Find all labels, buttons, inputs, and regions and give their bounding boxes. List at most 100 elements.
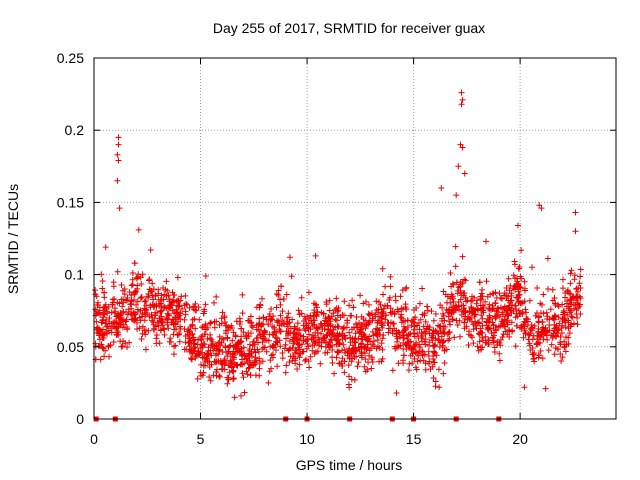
data-point (228, 364, 235, 371)
data-point (346, 345, 353, 352)
data-point (104, 310, 111, 317)
data-point (303, 322, 310, 329)
x-tick-label: 15 (406, 431, 422, 447)
data-point (200, 340, 207, 347)
data-point (202, 331, 209, 338)
data-point (332, 324, 339, 331)
data-point (365, 310, 372, 317)
data-point (143, 302, 150, 309)
data-point (467, 314, 474, 321)
data-point (410, 346, 417, 353)
data-point (502, 306, 509, 313)
data-point (551, 312, 558, 319)
data-point (373, 331, 380, 338)
data-point (409, 360, 416, 367)
data-point (219, 309, 226, 316)
data-point (329, 347, 336, 353)
data-point (243, 335, 250, 342)
data-point (200, 369, 207, 376)
data-point (362, 343, 369, 350)
data-point (192, 353, 199, 360)
data-point (279, 308, 286, 315)
data-point (453, 279, 460, 286)
data-point (141, 305, 148, 312)
data-point (400, 357, 407, 364)
data-point (563, 334, 570, 341)
data-point (358, 354, 365, 361)
data-point (362, 356, 369, 363)
data-point (426, 358, 433, 365)
data-point (175, 303, 182, 310)
data-point (239, 370, 246, 377)
data-point (219, 361, 226, 368)
data-point (557, 351, 564, 358)
data-point (539, 326, 546, 333)
data-point (542, 385, 549, 392)
data-point (230, 329, 237, 336)
data-point (179, 305, 186, 312)
data-point (228, 322, 235, 329)
data-point (224, 334, 231, 341)
x-tick-label: 5 (197, 431, 205, 447)
data-point (439, 339, 446, 346)
data-point (341, 346, 348, 353)
data-point (501, 292, 508, 299)
data-point (322, 343, 329, 350)
y-tick-label: 0.25 (57, 50, 84, 66)
data-point (348, 376, 355, 383)
data-point (250, 338, 257, 345)
data-point (139, 310, 146, 317)
data-point (114, 151, 121, 158)
data-point (297, 350, 304, 357)
data-point (341, 369, 348, 376)
data-point (479, 315, 486, 322)
data-point (475, 347, 482, 354)
data-point (224, 380, 231, 387)
data-point (453, 192, 460, 199)
data-point (134, 308, 141, 315)
data-point (364, 366, 371, 373)
data-point (286, 359, 293, 366)
data-point (194, 375, 201, 382)
data-point (459, 96, 466, 103)
data-point (292, 360, 299, 367)
data-point (577, 310, 584, 317)
data-point (361, 363, 368, 370)
data-point (195, 348, 202, 355)
data-point (404, 317, 411, 324)
data-point (374, 336, 381, 343)
data-point (365, 359, 372, 366)
data-point (280, 296, 287, 303)
data-point (534, 332, 541, 339)
data-point (395, 308, 402, 315)
data-point (158, 307, 165, 314)
data-point (142, 331, 149, 338)
data-point (435, 336, 442, 343)
data-point (322, 350, 329, 357)
chart-title: Day 255 of 2017, SRMTID for receiver gua… (213, 20, 485, 36)
data-point (506, 287, 513, 294)
data-point (385, 320, 392, 327)
data-point (452, 263, 459, 270)
data-point (292, 325, 299, 332)
data-point (449, 316, 456, 323)
data-point (332, 306, 339, 313)
x-tick-labels: 0 5 10 15 20 (90, 431, 528, 447)
data-point (256, 315, 263, 322)
data-point (275, 318, 282, 325)
data-point (398, 305, 405, 312)
data-point (312, 349, 319, 356)
data-point (239, 291, 246, 298)
data-point (123, 323, 130, 330)
data-point (218, 320, 225, 327)
data-point (461, 276, 468, 283)
data-point (237, 318, 244, 325)
data-point (568, 267, 575, 274)
data-point (296, 342, 303, 349)
data-point (226, 369, 233, 376)
data-point (321, 320, 328, 327)
data-point (220, 336, 227, 343)
data-point (548, 341, 555, 348)
data-point (103, 316, 110, 323)
data-point (577, 285, 584, 292)
